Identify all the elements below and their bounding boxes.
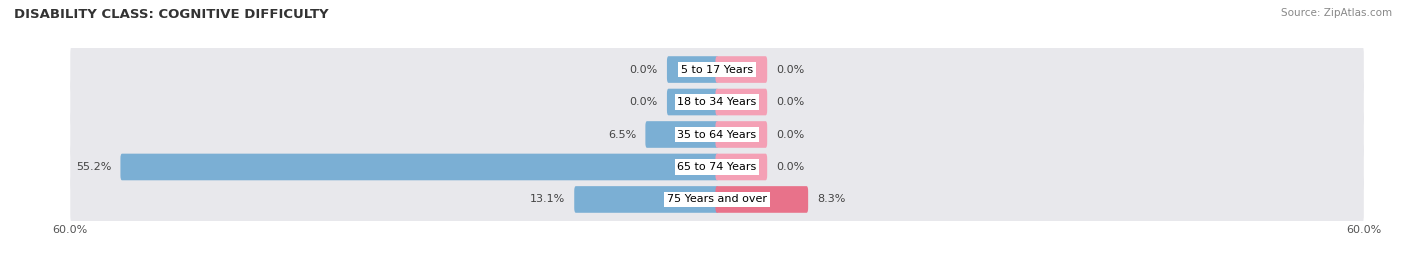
- FancyBboxPatch shape: [574, 186, 718, 213]
- Text: 0.0%: 0.0%: [630, 65, 658, 75]
- FancyBboxPatch shape: [716, 121, 768, 148]
- Text: 0.0%: 0.0%: [776, 162, 804, 172]
- Text: 75 Years and over: 75 Years and over: [666, 194, 768, 204]
- FancyBboxPatch shape: [716, 186, 808, 213]
- FancyBboxPatch shape: [121, 154, 718, 180]
- Text: 65 to 74 Years: 65 to 74 Years: [678, 162, 756, 172]
- Text: 6.5%: 6.5%: [607, 129, 636, 140]
- Text: 18 to 34 Years: 18 to 34 Years: [678, 97, 756, 107]
- Text: 0.0%: 0.0%: [776, 129, 804, 140]
- Text: 35 to 64 Years: 35 to 64 Years: [678, 129, 756, 140]
- FancyBboxPatch shape: [716, 56, 768, 83]
- Text: 8.3%: 8.3%: [817, 194, 845, 204]
- FancyBboxPatch shape: [716, 89, 768, 115]
- FancyBboxPatch shape: [666, 89, 718, 115]
- Text: 0.0%: 0.0%: [630, 97, 658, 107]
- Text: 0.0%: 0.0%: [776, 65, 804, 75]
- Text: DISABILITY CLASS: COGNITIVE DIFFICULTY: DISABILITY CLASS: COGNITIVE DIFFICULTY: [14, 8, 329, 21]
- FancyBboxPatch shape: [70, 109, 1364, 160]
- FancyBboxPatch shape: [645, 121, 718, 148]
- FancyBboxPatch shape: [70, 142, 1364, 192]
- FancyBboxPatch shape: [70, 77, 1364, 127]
- Text: 13.1%: 13.1%: [530, 194, 565, 204]
- FancyBboxPatch shape: [716, 154, 768, 180]
- Text: Source: ZipAtlas.com: Source: ZipAtlas.com: [1281, 8, 1392, 18]
- Text: 0.0%: 0.0%: [776, 97, 804, 107]
- Text: 5 to 17 Years: 5 to 17 Years: [681, 65, 754, 75]
- Text: 55.2%: 55.2%: [76, 162, 111, 172]
- FancyBboxPatch shape: [70, 44, 1364, 95]
- FancyBboxPatch shape: [70, 174, 1364, 225]
- FancyBboxPatch shape: [666, 56, 718, 83]
